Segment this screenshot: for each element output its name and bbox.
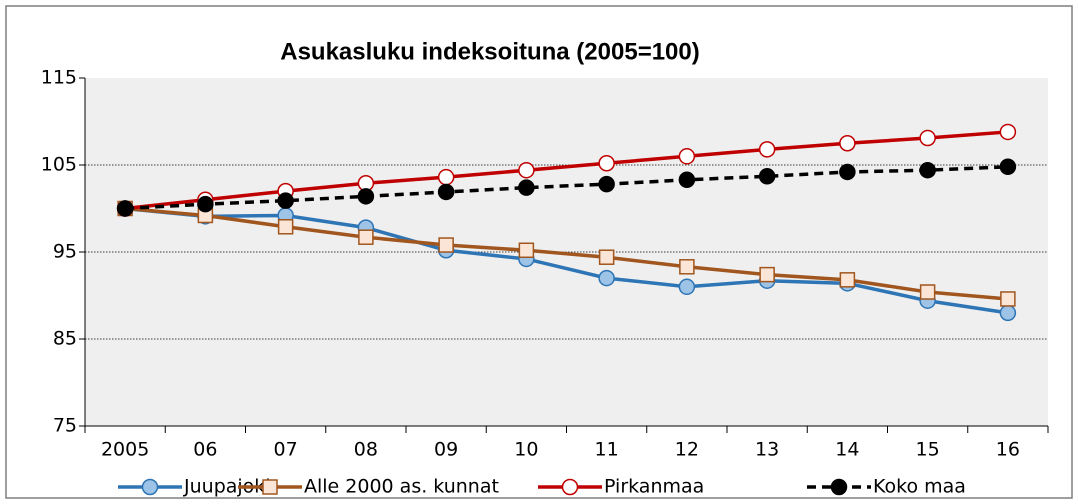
- data-point: [197, 195, 214, 213]
- x-tick-label: 13: [755, 439, 779, 461]
- data-point: [357, 188, 375, 205]
- y-tick-label: 115: [41, 67, 77, 89]
- data-point: [919, 284, 936, 300]
- series-line: [124, 130, 1009, 211]
- data-point: [999, 158, 1017, 175]
- series-line: [124, 206, 1009, 301]
- y-tick-label: 105: [41, 154, 77, 176]
- data-point: [438, 237, 454, 253]
- x-tick-label: 14: [835, 439, 859, 461]
- y-tick-label: 85: [53, 328, 77, 350]
- data-point: [518, 161, 535, 179]
- data-point: [839, 135, 856, 152]
- data-point: [598, 155, 615, 172]
- data-point: [679, 259, 695, 275]
- data-point: [678, 278, 696, 296]
- data-point: [277, 192, 294, 209]
- legend-label: Alle 2000 as. kunnat: [304, 476, 499, 498]
- y-tick-label: 95: [53, 241, 77, 263]
- data-point: [839, 163, 856, 181]
- data-point: [759, 266, 775, 283]
- data-point: [598, 175, 615, 193]
- series-line: [124, 206, 1009, 315]
- data-point: [518, 179, 535, 196]
- y-tick-label: 75: [53, 415, 77, 437]
- x-tick-label: 15: [916, 439, 940, 461]
- data-point: [116, 200, 134, 217]
- data-point: [678, 148, 696, 165]
- x-tick-label: 08: [354, 439, 378, 461]
- x-tick-label: 10: [514, 439, 538, 461]
- legend-label: Juupajoki: [183, 476, 271, 498]
- legend-label: Pirkanmaa: [604, 476, 704, 498]
- data-point: [839, 272, 856, 288]
- data-point: [678, 171, 696, 189]
- x-tick-label: 09: [434, 439, 458, 461]
- series-line: [125, 164, 1008, 211]
- chart-title: Asukasluku indeksoituna (2005=100): [280, 38, 700, 65]
- data-point: [758, 141, 776, 158]
- x-tick-label: 2005: [101, 439, 149, 461]
- data-point: [598, 269, 615, 287]
- data-point: [758, 168, 776, 185]
- x-tick-label: 06: [193, 439, 217, 461]
- legend-marker: [561, 478, 579, 496]
- data-point: [999, 123, 1017, 141]
- legend-marker: [262, 479, 278, 495]
- data-point: [358, 229, 374, 245]
- legend-marker: [830, 478, 848, 496]
- data-point: [437, 168, 455, 186]
- x-tick-label: 16: [996, 439, 1020, 461]
- data-point: [1000, 291, 1016, 307]
- x-tick-label: 12: [675, 439, 699, 461]
- data-point: [598, 249, 615, 265]
- legend-marker: [141, 478, 159, 496]
- data-point: [518, 242, 535, 259]
- data-point: [437, 183, 455, 201]
- data-point: [999, 304, 1017, 322]
- x-tick-label: 07: [274, 439, 298, 461]
- legend-label: Koko maa: [873, 476, 966, 498]
- x-tick-label: 11: [595, 439, 619, 461]
- data-point: [919, 129, 936, 147]
- data-point: [277, 219, 294, 235]
- data-point: [919, 161, 936, 179]
